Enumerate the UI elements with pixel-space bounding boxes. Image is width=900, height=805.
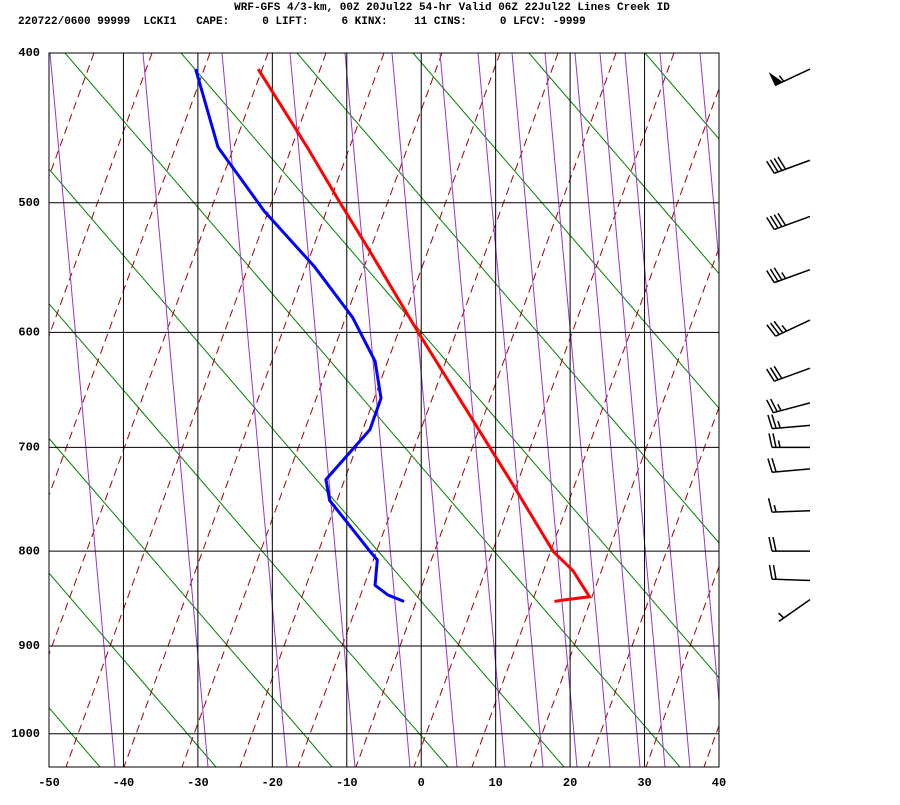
y-tick-label: 500 <box>18 196 40 210</box>
moist-adiabat <box>65 53 327 767</box>
dry-adiabat <box>528 53 719 275</box>
wind-barb <box>766 319 811 337</box>
x-tick-label: -30 <box>187 776 209 790</box>
x-tick-label: 30 <box>637 776 651 790</box>
dry-adiabat <box>49 572 217 767</box>
mixing-ratio-line <box>439 53 506 767</box>
thermo-lines <box>49 53 719 767</box>
moist-adiabat <box>49 53 211 497</box>
mixing-ratio-line <box>477 53 544 767</box>
wind-barb <box>768 68 811 87</box>
mixing-ratio-line <box>221 53 288 767</box>
wind-barb <box>768 564 811 582</box>
wind-barb <box>766 156 811 174</box>
profile-line <box>256 68 591 603</box>
dry-adiabat <box>180 53 719 679</box>
mixing-ratio-line <box>699 53 719 268</box>
wind-barb <box>778 598 811 623</box>
moist-adiabat <box>471 87 719 767</box>
mixing-ratio-line <box>599 53 666 767</box>
wind-barb <box>767 457 811 473</box>
dry-adiabat <box>296 53 719 544</box>
moist-adiabat <box>49 53 269 656</box>
moist-adiabat <box>529 246 719 767</box>
sounding-info: 220722/0600 99999 LCKI1 CAPE: 0 LIFT: 6 … <box>18 16 586 28</box>
wind-barb <box>767 498 811 513</box>
wind-barb <box>768 433 810 449</box>
wind-barb <box>766 398 811 414</box>
mixing-ratio-line <box>49 53 116 767</box>
x-tick-label: 20 <box>563 776 577 790</box>
mixing-ratio-line <box>624 53 691 767</box>
mixing-ratio-line <box>391 53 458 767</box>
mixing-ratio-line <box>659 53 719 707</box>
dry-adiabat <box>49 303 449 767</box>
y-tick-label: 1000 <box>11 727 40 741</box>
mixing-ratio-line <box>511 53 578 767</box>
moist-adiabat <box>181 53 443 767</box>
wind-barb <box>766 212 811 231</box>
dry-adiabat <box>49 168 565 767</box>
moist-adiabat <box>355 53 617 767</box>
y-tick-label: 700 <box>18 441 40 455</box>
mixing-ratio-line <box>574 53 641 767</box>
profiles <box>194 68 811 623</box>
x-tick-label: -40 <box>113 776 135 790</box>
mixing-ratio-line <box>142 53 209 767</box>
dry-adiabat <box>412 53 719 410</box>
chart-title: WRF-GFS 4/3-km, 00Z 20Jul22 54-hr Valid … <box>234 2 670 14</box>
x-tick-label: 10 <box>488 776 502 790</box>
mixing-ratio-line <box>544 53 611 767</box>
dry-adiabat <box>49 437 333 767</box>
wind-barb <box>766 267 811 284</box>
y-tick-label: 800 <box>18 544 40 558</box>
x-tick-label: 0 <box>418 776 425 790</box>
y-tick-label: 900 <box>18 639 40 653</box>
profile-line <box>194 68 405 603</box>
x-tick-label: -20 <box>262 776 284 790</box>
moist-adiabat <box>297 53 559 767</box>
x-tick-label: -10 <box>336 776 358 790</box>
wind-barb <box>768 536 810 552</box>
moist-adiabat <box>587 405 719 767</box>
y-tick-label: 600 <box>18 326 40 340</box>
plot-frame <box>48 52 720 768</box>
wind-barb <box>767 414 811 430</box>
dry-adiabat <box>64 53 681 767</box>
x-tick-label: 40 <box>712 776 726 790</box>
wind-barb <box>766 365 811 382</box>
moist-adiabat <box>239 53 501 767</box>
y-tick-label: 400 <box>18 46 40 60</box>
x-tick-label: -50 <box>38 776 60 790</box>
mixing-ratio-line <box>289 53 356 767</box>
